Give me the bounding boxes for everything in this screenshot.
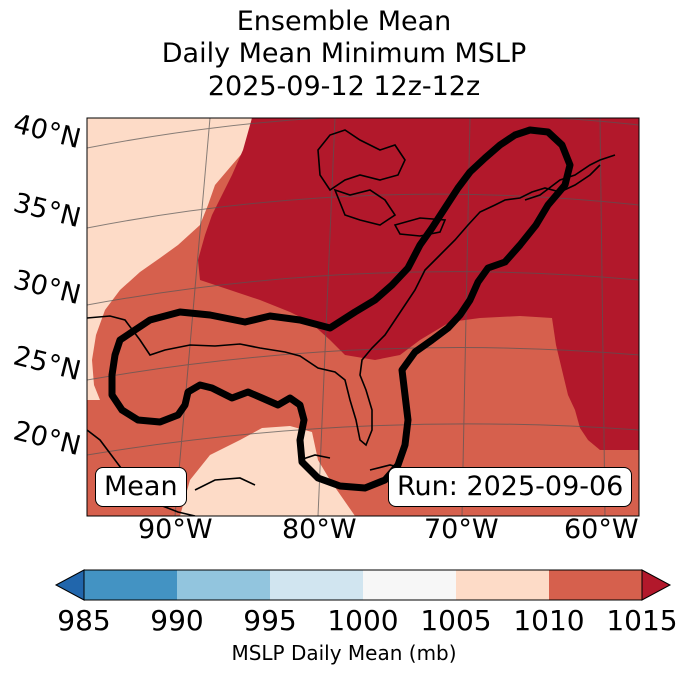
graticule: [87, 118, 639, 516]
cbar-seg-1000-1005: [363, 570, 456, 600]
cbar-seg-995-1000: [270, 570, 363, 600]
map-frame: [86, 117, 640, 517]
lon-label-80w: 80°W: [282, 514, 357, 545]
colorbar: [54, 569, 672, 601]
field-1005-1010-west: [87, 118, 252, 400]
run-date-badge: Run: 2025-09-06: [388, 467, 633, 507]
title-line-2: Daily Mean Minimum MSLP: [161, 38, 527, 69]
lon-label-90w: 90°W: [138, 514, 213, 545]
cbar-tick: 1010: [513, 604, 585, 637]
cbar-extend-high: [641, 569, 672, 601]
cbar-tick: 1015: [606, 604, 678, 637]
cbar-seg-985-990: [84, 570, 177, 600]
cbar-seg-1005-1010: [456, 570, 549, 600]
cbar-tick: 990: [150, 604, 204, 637]
cbar-seg-1010-1015: [549, 570, 642, 600]
cbar-extend-low: [54, 569, 85, 601]
cbar-tick: 985: [57, 604, 111, 637]
cbar-tick: 1000: [327, 604, 399, 637]
cbar-tick: 1005: [420, 604, 492, 637]
colorbar-label: MSLP Daily Mean (mb): [231, 641, 457, 665]
mean-badge: Mean: [95, 467, 187, 507]
lon-label-70w: 70°W: [424, 514, 499, 545]
lon-label-60w: 60°W: [564, 514, 639, 545]
contour-1015: [108, 126, 574, 492]
title-line-1: Ensemble Mean: [236, 6, 452, 37]
field-1005-1010-south: [180, 426, 355, 516]
title-line-3: 2025-09-12 12z-12z: [207, 71, 481, 102]
cbar-seg-990-995: [177, 570, 270, 600]
cbar-tick: 995: [243, 604, 297, 637]
